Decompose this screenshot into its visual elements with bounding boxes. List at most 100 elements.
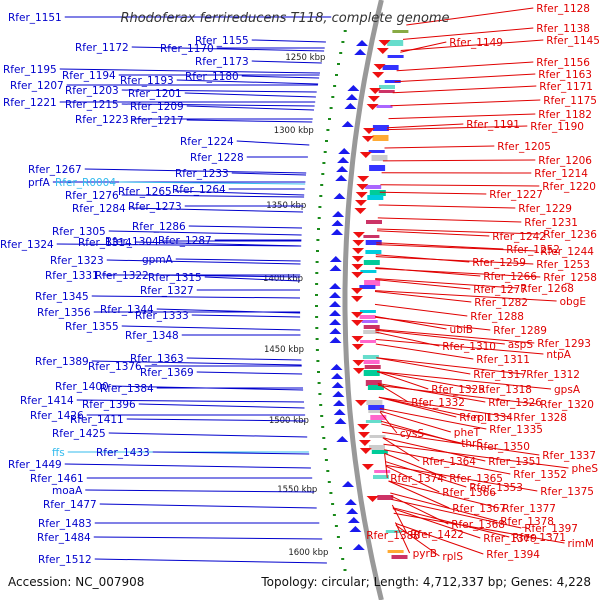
reverse-gene-arrow xyxy=(329,265,342,271)
minor-tick xyxy=(320,184,324,186)
gene-label-left: Rfer_1173 xyxy=(195,56,249,68)
reverse-gene-arrow xyxy=(341,121,354,127)
leader-line xyxy=(76,399,305,403)
leader-line xyxy=(378,396,511,418)
feature-block xyxy=(391,555,408,559)
gene-label-left: Rfer_1449 xyxy=(8,459,62,471)
leader-line xyxy=(382,437,420,462)
gene-label-right: Rfer_1350 xyxy=(476,441,530,453)
gene-label-right: Rfer_1191 xyxy=(466,119,520,131)
forward-gene-arrow xyxy=(351,336,364,342)
gene-label-right: Rfer_1325 xyxy=(431,384,485,396)
gene-label-right: Rfer_1364 xyxy=(422,456,476,468)
gene-label-right: Rfer_1277 xyxy=(473,284,527,296)
minor-tick xyxy=(315,316,319,318)
leader-line xyxy=(376,357,524,375)
feature-block xyxy=(360,270,377,273)
leader-line xyxy=(378,204,516,209)
gene-label-left: Rfer_1414 xyxy=(20,395,74,407)
feature-block xyxy=(359,310,376,313)
forward-gene-arrow xyxy=(361,136,374,142)
gene-label-right: Rfer_1252 xyxy=(506,244,560,256)
leader-line xyxy=(376,242,504,250)
feature-block xyxy=(370,415,387,420)
gene-label-right: Rfer_1282 xyxy=(474,297,528,309)
gene-label-right: Rfer_1128 xyxy=(536,3,590,15)
leader-line xyxy=(128,207,304,213)
gene-label-right: Rfer_1379 xyxy=(483,533,537,545)
gene-label-right: pheS xyxy=(572,463,599,475)
minor-tick xyxy=(341,41,345,43)
gene-label-right: Rfer_1253 xyxy=(536,259,590,271)
minor-tick xyxy=(332,514,336,516)
reverse-gene-arrow xyxy=(347,85,360,91)
feature-block xyxy=(376,105,393,108)
leader-line xyxy=(379,410,451,433)
feature-block xyxy=(377,495,394,500)
gene-label-right: rplS xyxy=(442,551,463,563)
reverse-gene-arrow xyxy=(345,94,358,100)
leader-line xyxy=(394,73,536,83)
leader-line xyxy=(186,119,313,123)
leader-line xyxy=(106,259,301,265)
gene-label-left: Rfer_1209 xyxy=(130,101,184,113)
gene-label-right: Rfer_1289 xyxy=(493,325,547,337)
gene-label-left: Rfer_1172 xyxy=(75,42,129,54)
minor-tick xyxy=(319,195,323,197)
leader-line xyxy=(174,190,305,196)
kbp-label: 1450 kbp xyxy=(264,345,304,355)
feature-block xyxy=(379,85,395,89)
feature-block xyxy=(365,185,382,189)
leader-line xyxy=(56,243,302,247)
gene-label-left: Rfer_1483 xyxy=(38,518,92,530)
minor-tick xyxy=(334,525,338,527)
gene-label-left: Rfer_1348 xyxy=(125,330,179,342)
gene-label-right: Rfer_1328 xyxy=(513,412,567,424)
forward-gene-arrow xyxy=(351,288,364,294)
leader-line xyxy=(395,522,484,555)
gene-label-right: aspS xyxy=(508,339,534,351)
gene-label-left: Rfer_1155 xyxy=(195,35,249,47)
minor-tick xyxy=(322,437,326,439)
forward-gene-arrow xyxy=(352,368,365,374)
minor-tick xyxy=(341,558,345,560)
forward-gene-arrow xyxy=(351,296,363,302)
gene-label-left: gpmA xyxy=(142,254,174,266)
forward-gene-arrow xyxy=(378,40,391,46)
gene-label-right: rplI xyxy=(473,412,490,424)
minor-tick xyxy=(343,569,347,571)
leader-line xyxy=(184,92,316,98)
leader-line xyxy=(384,453,388,479)
leader-line xyxy=(251,60,322,64)
forward-gene-arrow xyxy=(357,176,370,182)
leader-line xyxy=(375,256,534,265)
forward-gene-arrow xyxy=(357,424,370,430)
minor-tick xyxy=(331,96,335,98)
leader-line xyxy=(377,383,486,403)
leader-line xyxy=(176,79,319,85)
gene-label-left: Rfer_1331 xyxy=(45,270,99,282)
leader-line xyxy=(186,357,302,361)
leader-line xyxy=(385,461,467,488)
gene-label-right: Rfer_1422 xyxy=(410,529,464,541)
leader-line xyxy=(241,75,320,79)
leader-line xyxy=(186,105,315,111)
reverse-gene-arrow xyxy=(329,256,342,262)
leader-line xyxy=(376,230,490,237)
feature-block xyxy=(359,315,376,319)
leader-line xyxy=(121,325,301,331)
gene-label-right: Rfer_1337 xyxy=(542,450,596,462)
gene-label-left: Rfer_1193 xyxy=(120,75,174,87)
gene-label-right: Rfer_1317 xyxy=(473,369,527,381)
reverse-gene-arrow xyxy=(354,49,367,55)
gene-label-right: Rfer_1320 xyxy=(540,399,594,411)
leader-line xyxy=(375,328,535,344)
leader-line xyxy=(390,99,541,107)
gene-label-right: obgE xyxy=(560,296,586,308)
gene-label-left: Rfer_1477 xyxy=(43,499,97,511)
reverse-gene-arrow xyxy=(330,364,343,370)
gene-label-left: Rfer_1203 xyxy=(65,85,119,97)
minor-tick xyxy=(315,294,318,296)
reverse-gene-arrow xyxy=(334,418,347,424)
